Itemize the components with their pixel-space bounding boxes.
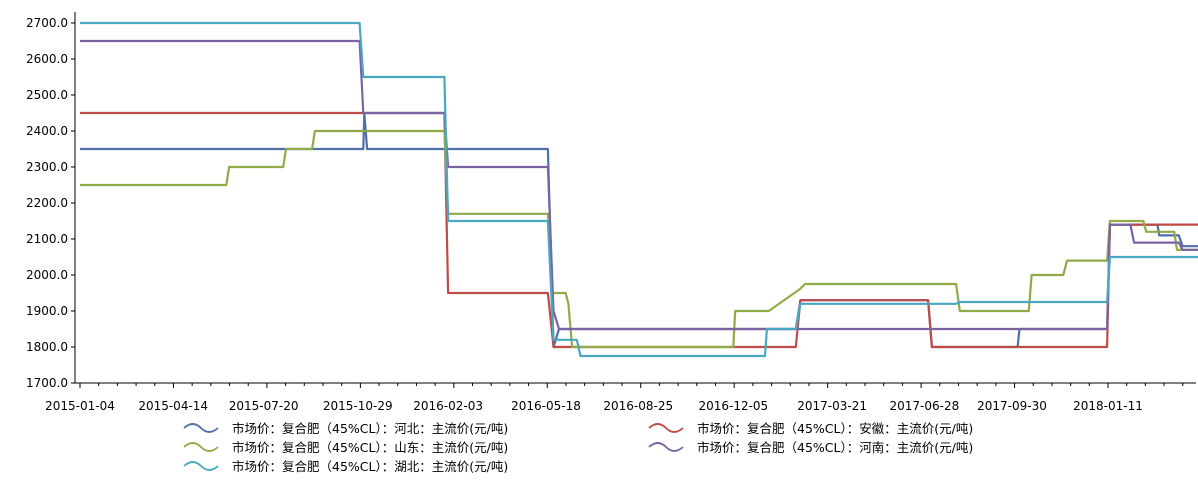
y-tick-label: 2600.0 — [26, 52, 68, 66]
series-line-2 — [80, 131, 1198, 347]
x-tick-label: 2015-07-20 — [229, 399, 299, 413]
legend-label: 市场价：复合肥（45%CL）：山东：主流价(元/吨) — [232, 440, 508, 455]
y-tick-label: 2100.0 — [26, 232, 68, 246]
legend: 市场价：复合肥（45%CL）：河北：主流价(元/吨) 市场价：复合肥（45%CL）… — [184, 421, 973, 474]
x-tick-label: 2015-10-29 — [323, 399, 393, 413]
x-tick-label: 2015-01-04 — [45, 399, 115, 413]
y-tick-label: 2500.0 — [26, 88, 68, 102]
series-lines — [80, 23, 1198, 356]
series-line-0 — [80, 113, 1198, 347]
legend-symbol — [184, 424, 218, 432]
y-tick-label: 1700.0 — [26, 376, 68, 390]
legend-symbol — [184, 462, 218, 470]
y-tick-labels: 1700.0 1800.0 1900.0 2000.0 2100.0 2200.0 2300… — [26, 16, 68, 390]
series-line-4 — [80, 23, 1198, 356]
x-tick-label: 2016-02-03 — [413, 399, 483, 413]
legend-symbol — [184, 443, 218, 451]
x-tick-label: 2015-04-14 — [138, 399, 208, 413]
x-tick-label: 2017-09-30 — [977, 399, 1047, 413]
y-tick-label: 2200.0 — [26, 196, 68, 210]
x-tick-label: 2016-05-18 — [511, 399, 581, 413]
x-tick-label: 2018-01-11 — [1073, 399, 1143, 413]
legend-label: 市场价：复合肥（45%CL）：河北：主流价(元/吨) — [232, 421, 508, 436]
legend-label: 市场价：复合肥（45%CL）：湖北：主流价(元/吨) — [232, 459, 508, 474]
y-tick-label: 2400.0 — [26, 124, 68, 138]
legend-label: 市场价：复合肥（45%CL）：河南：主流价(元/吨) — [697, 440, 973, 455]
legend-label: 市场价：复合肥（45%CL）：安徽：主流价(元/吨) — [697, 421, 973, 436]
x-tick-label: 2017-03-21 — [797, 399, 867, 413]
axes — [71, 12, 1196, 388]
y-tick-label: 1900.0 — [26, 304, 68, 318]
y-tick-label: 2000.0 — [26, 268, 68, 282]
legend-symbol — [649, 424, 683, 432]
x-tick-labels: 2015-01-04 2015-04-14 2015-07-20 2015-10-29… — [45, 399, 1143, 413]
x-tick-label: 2016-12-05 — [698, 399, 768, 413]
y-tick-label: 2700.0 — [26, 16, 68, 30]
y-tick-label: 1800.0 — [26, 340, 68, 354]
x-tick-label: 2016-08-25 — [603, 399, 673, 413]
y-tick-label: 2300.0 — [26, 160, 68, 174]
x-tick-label: 2017-06-28 — [890, 399, 960, 413]
legend-symbol — [649, 443, 683, 451]
